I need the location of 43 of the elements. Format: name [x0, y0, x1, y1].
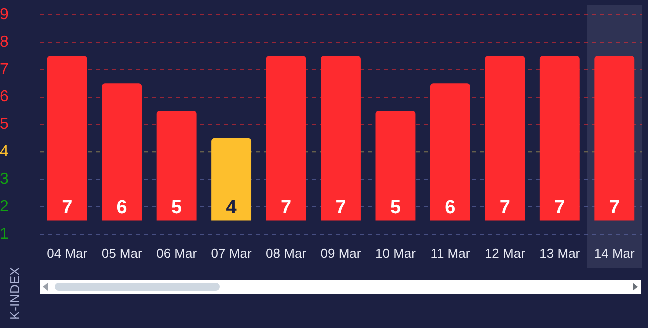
data-label: 7: [336, 197, 346, 218]
bar: [485, 56, 526, 221]
y-tick-label: 4: [0, 144, 9, 161]
bar: [156, 110, 197, 221]
bar: [594, 56, 635, 221]
data-label: 7: [62, 197, 73, 218]
data-label: 5: [390, 197, 402, 218]
y-tick-label: 9: [0, 6, 9, 24]
bar: [47, 56, 88, 221]
bar: [376, 110, 416, 221]
bar: [540, 56, 580, 221]
y-tick-label: 7: [0, 61, 9, 78]
bar: [212, 138, 252, 221]
data-label: 7: [500, 197, 510, 218]
x-tick-label: 07 Mar: [211, 246, 252, 261]
bar: [321, 56, 361, 221]
bar: [430, 84, 470, 221]
y-axis-title: K-INDEX: [8, 266, 23, 320]
y-tick-label: 1: [0, 226, 9, 243]
data-label: 6: [116, 197, 128, 218]
y-tick-label: 5: [0, 116, 9, 134]
y-tick-label: 6: [0, 88, 9, 106]
data-label: 5: [172, 197, 183, 218]
x-tick-label: 11 Mar: [430, 246, 471, 261]
x-tick-label: 10 Mar: [375, 246, 417, 261]
data-label: 7: [280, 197, 292, 218]
x-tick-label: 04 Mar: [47, 246, 88, 261]
x-tick-label: 05 Mar: [102, 246, 143, 261]
data-label: 7: [609, 197, 620, 218]
bar: [266, 56, 306, 221]
x-tick-label: 14 Mar: [594, 246, 636, 261]
x-tick-label: 08 Mar: [266, 246, 308, 261]
data-label: 7: [554, 197, 566, 218]
x-tick-label: 09 Mar: [320, 246, 362, 261]
data-label: 4: [226, 197, 238, 218]
x-tick-label: 12 Mar: [484, 246, 526, 261]
y-tick-label: 3: [0, 170, 9, 188]
bar: [102, 84, 142, 221]
y-tick-label: 8: [0, 34, 9, 51]
x-tick-label: 06 Mar: [156, 246, 198, 261]
y-tick-label: 2: [0, 198, 9, 216]
x-tick-label: 13 Mar: [540, 246, 581, 261]
data-label: 6: [445, 197, 456, 218]
